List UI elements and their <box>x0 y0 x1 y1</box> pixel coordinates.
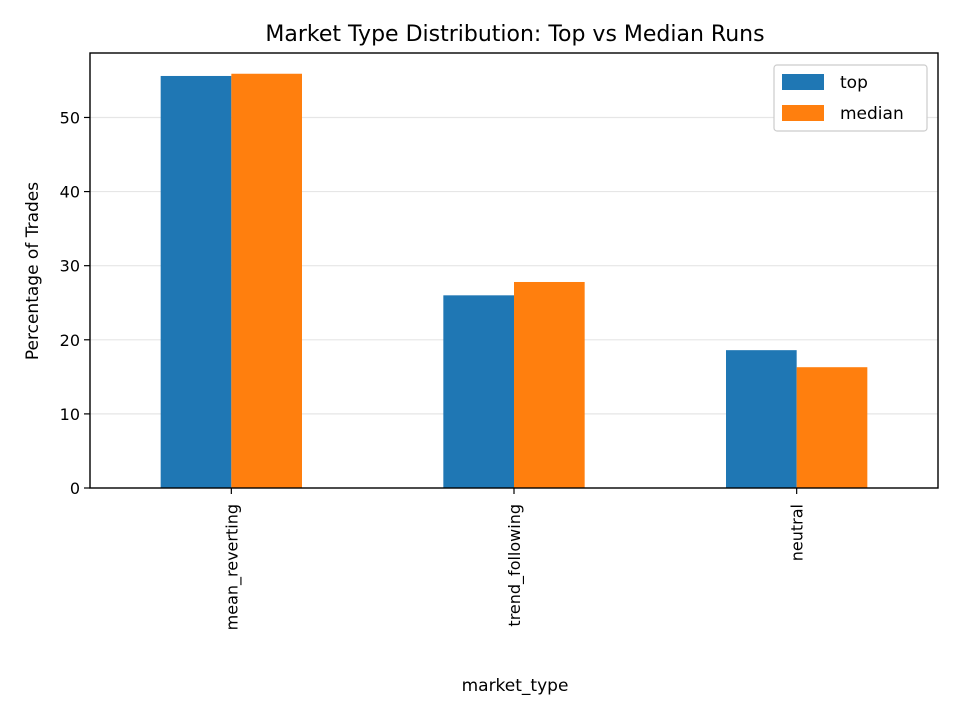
legend-swatch-median <box>782 105 824 121</box>
chart-title: Market Type Distribution: Top vs Median … <box>265 22 764 47</box>
x-tick-label-0: mean_reverting <box>222 504 242 630</box>
bar-median-neutral <box>796 367 868 488</box>
bar-top-trend_following <box>443 295 514 488</box>
legend-label-median: median <box>840 104 904 124</box>
y-tick-label-3: 30 <box>60 257 80 276</box>
bar-median-trend_following <box>514 281 585 488</box>
legend-label-top: top <box>840 73 868 93</box>
y-axis-ticks: 0 10 20 30 40 50 <box>60 108 90 498</box>
x-axis-ticks: mean_reverting trend_following neutral <box>222 488 807 630</box>
y-tick-label-1: 10 <box>60 405 80 424</box>
y-tick-label-2: 20 <box>60 331 80 350</box>
legend-items: top median <box>782 73 904 124</box>
bar-top-neutral <box>726 350 797 488</box>
y-axis-label: Percentage of Trades <box>23 182 43 360</box>
legend: top median <box>773 64 928 132</box>
y-tick-label-0: 0 <box>70 479 80 498</box>
x-tick-label-2: neutral <box>788 504 807 561</box>
y-tick-label-4: 40 <box>60 183 80 202</box>
x-tick-label-1: trend_following <box>505 504 525 627</box>
bar-median-mean_reverting <box>231 73 302 488</box>
bar-top-mean_reverting <box>160 75 232 488</box>
bars <box>160 73 868 488</box>
legend-swatch-top <box>782 74 824 90</box>
y-tick-label-5: 50 <box>60 108 80 127</box>
x-axis-label: market_type <box>462 676 569 696</box>
